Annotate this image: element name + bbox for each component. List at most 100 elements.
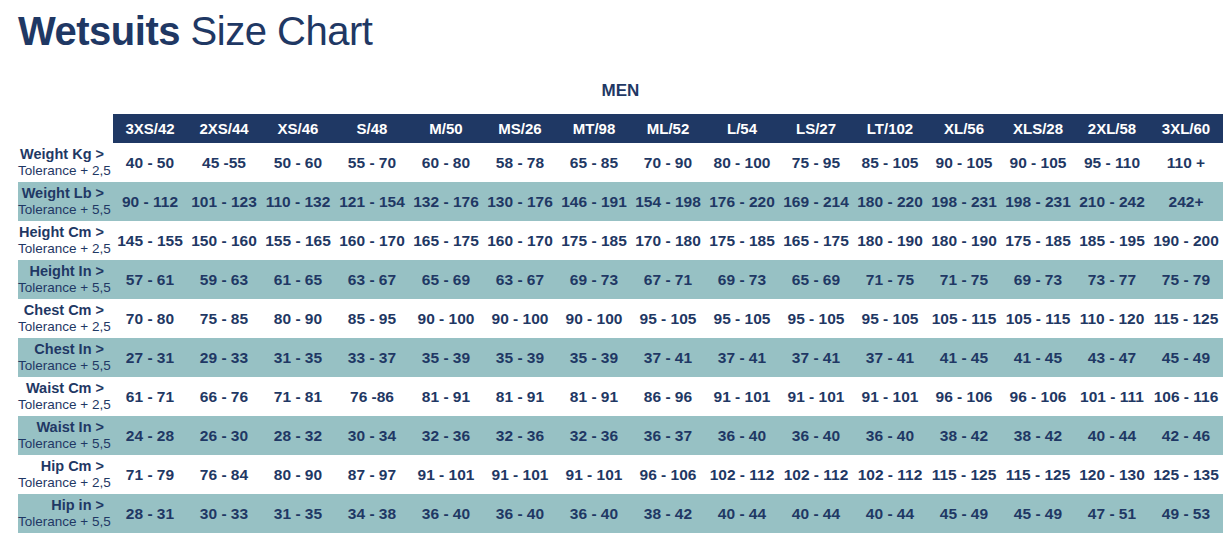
table-cell: 42 - 46 (1149, 416, 1223, 455)
table-cell: 71 - 75 (927, 260, 1001, 299)
table-cell: 91 - 101 (705, 377, 779, 416)
table-cell: 85 - 95 (335, 299, 409, 338)
table-cell: 36 - 40 (779, 416, 853, 455)
table-cell: 59 - 63 (187, 260, 261, 299)
men-section-label: MEN (18, 81, 1223, 101)
table-cell: 91 - 101 (409, 455, 483, 494)
row-label: Height In >Tolerance + 5,5 (18, 260, 113, 299)
table-cell: 81 - 91 (483, 377, 557, 416)
row-label-text: Chest Cm > (18, 302, 104, 319)
column-header-xls-28: XLS/28 (1001, 114, 1075, 143)
table-cell: 27 - 31 (113, 338, 187, 377)
table-cell: 101 - 123 (187, 182, 261, 221)
table-cell: 198 - 231 (927, 182, 1001, 221)
row-label: Weight Lb >Tolerance + 5,5 (18, 182, 113, 221)
row-tolerance-text: Tolerance + 5,5 (18, 280, 104, 296)
table-cell: 95 - 105 (853, 299, 927, 338)
row-tolerance-text: Tolerance + 2,5 (18, 319, 104, 335)
table-cell: 61 - 71 (113, 377, 187, 416)
row-label-text: Weight Lb > (18, 185, 104, 202)
table-cell: 175 - 185 (1001, 221, 1075, 260)
table-cell: 80 - 90 (261, 299, 335, 338)
table-cell: 41 - 45 (927, 338, 1001, 377)
column-header-3xs-42: 3XS/42 (113, 114, 187, 143)
table-cell: 37 - 41 (779, 338, 853, 377)
table-row: Waist In >Tolerance + 5,524 - 2826 - 302… (18, 416, 1223, 455)
table-cell: 75 - 79 (1149, 260, 1223, 299)
table-cell: 95 - 105 (631, 299, 705, 338)
row-label: Hip in >Tolerance + 5,5 (18, 494, 113, 533)
table-cell: 26 - 30 (187, 416, 261, 455)
column-header-m-50: M/50 (409, 114, 483, 143)
table-cell: 198 - 231 (1001, 182, 1075, 221)
table-cell: 96 - 106 (1001, 377, 1075, 416)
table-cell: 63 - 67 (335, 260, 409, 299)
table-cell: 71 - 81 (261, 377, 335, 416)
table-cell: 115 - 125 (1149, 299, 1223, 338)
table-cell: 45 - 49 (927, 494, 1001, 533)
table-row: Weight Lb >Tolerance + 5,590 - 112101 - … (18, 182, 1223, 221)
table-cell: 45 -55 (187, 143, 261, 182)
row-label-text: Waist Cm > (18, 380, 104, 397)
column-header-xl-56: XL/56 (927, 114, 1001, 143)
table-cell: 180 - 190 (927, 221, 1001, 260)
table-cell: 76 -86 (335, 377, 409, 416)
table-cell: 41 - 45 (1001, 338, 1075, 377)
table-cell: 165 - 175 (779, 221, 853, 260)
table-cell: 185 - 195 (1075, 221, 1149, 260)
table-cell: 60 - 80 (409, 143, 483, 182)
row-tolerance-text: Tolerance + 5,5 (18, 436, 104, 452)
table-cell: 28 - 32 (261, 416, 335, 455)
table-cell: 30 - 33 (187, 494, 261, 533)
row-tolerance-text: Tolerance + 2,5 (18, 241, 104, 257)
column-header-mt-98: MT/98 (557, 114, 631, 143)
table-cell: 36 - 40 (557, 494, 631, 533)
table-cell: 36 - 40 (705, 416, 779, 455)
table-cell: 242+ (1149, 182, 1223, 221)
table-cell: 63 - 67 (483, 260, 557, 299)
table-cell: 31 - 35 (261, 338, 335, 377)
table-cell: 73 - 77 (1075, 260, 1149, 299)
row-label-text: Height In > (18, 263, 104, 280)
page-title-rest: Size Chart (191, 9, 373, 53)
table-row: Chest Cm >Tolerance + 2,570 - 8075 - 858… (18, 299, 1223, 338)
table-cell: 115 - 125 (927, 455, 1001, 494)
table-cell: 69 - 73 (1001, 260, 1075, 299)
table-cell: 40 - 44 (705, 494, 779, 533)
table-cell: 91 - 101 (557, 455, 631, 494)
table-cell: 90 - 100 (557, 299, 631, 338)
header-row: 3XS/422XS/44XS/46S/48M/50MS/26MT/98ML/52… (18, 114, 1223, 143)
table-row: Chest In >Tolerance + 5,527 - 3129 - 333… (18, 338, 1223, 377)
table-cell: 90 - 105 (1001, 143, 1075, 182)
table-cell: 121 - 154 (335, 182, 409, 221)
table-cell: 169 - 214 (779, 182, 853, 221)
row-label-text: Chest In > (18, 341, 104, 358)
table-cell: 125 - 135 (1149, 455, 1223, 494)
table-cell: 75 - 95 (779, 143, 853, 182)
row-label: Height Cm >Tolerance + 2,5 (18, 221, 113, 260)
table-cell: 75 - 85 (187, 299, 261, 338)
column-header-lt-102: LT/102 (853, 114, 927, 143)
table-cell: 81 - 91 (409, 377, 483, 416)
table-cell: 105 - 115 (927, 299, 1001, 338)
table-cell: 36 - 40 (409, 494, 483, 533)
table-cell: 71 - 79 (113, 455, 187, 494)
column-header-ml-52: ML/52 (631, 114, 705, 143)
table-cell: 35 - 39 (557, 338, 631, 377)
table-cell: 50 - 60 (261, 143, 335, 182)
table-cell: 70 - 90 (631, 143, 705, 182)
table-cell: 43 - 47 (1075, 338, 1149, 377)
row-tolerance-text: Tolerance + 5,5 (18, 358, 104, 374)
table-cell: 45 - 49 (1001, 494, 1075, 533)
table-cell: 165 - 175 (409, 221, 483, 260)
table-cell: 32 - 36 (409, 416, 483, 455)
table-cell: 36 - 37 (631, 416, 705, 455)
table-cell: 32 - 36 (483, 416, 557, 455)
table-cell: 40 - 44 (779, 494, 853, 533)
table-cell: 28 - 31 (113, 494, 187, 533)
table-corner (18, 114, 113, 143)
table-cell: 90 - 112 (113, 182, 187, 221)
row-tolerance-text: Tolerance + 5,5 (18, 202, 104, 218)
table-row: Waist Cm >Tolerance + 2,561 - 7166 - 767… (18, 377, 1223, 416)
table-cell: 40 - 44 (1075, 416, 1149, 455)
